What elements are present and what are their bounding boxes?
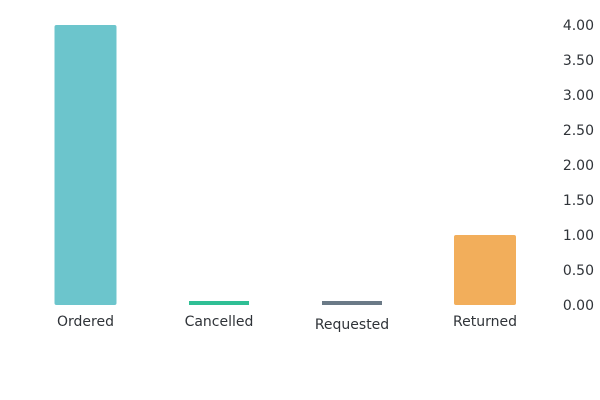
y-tick-label: 2.00 — [563, 158, 594, 174]
bar-returned — [454, 235, 516, 305]
category-label-cancelled: Cancelled — [185, 314, 254, 330]
y-tick-label: 1.50 — [563, 193, 594, 209]
y-tick-label: 0.00 — [563, 298, 594, 314]
y-axis-right: 0.00 0.50 1.00 1.50 2.00 2.50 3.00 3.50 4.00 — [563, 18, 594, 314]
y-tick-label: 3.50 — [563, 53, 594, 69]
category-label-returned: Returned — [453, 314, 517, 330]
y-tick-label: 3.00 — [563, 88, 594, 104]
category-labels: Ordered Cancelled Requested Returned — [57, 314, 517, 333]
y-tick-label: 4.00 — [563, 18, 594, 34]
y-tick-label: 2.50 — [563, 123, 594, 139]
bar-cancelled — [189, 301, 249, 305]
bars-group — [54, 25, 516, 305]
category-label-ordered: Ordered — [57, 314, 114, 330]
y-tick-label: 1.00 — [563, 228, 594, 244]
category-label-requested: Requested — [315, 317, 389, 333]
y-tick-label: 0.50 — [563, 263, 594, 279]
bar-requested — [322, 301, 382, 305]
bar-ordered — [54, 25, 117, 305]
